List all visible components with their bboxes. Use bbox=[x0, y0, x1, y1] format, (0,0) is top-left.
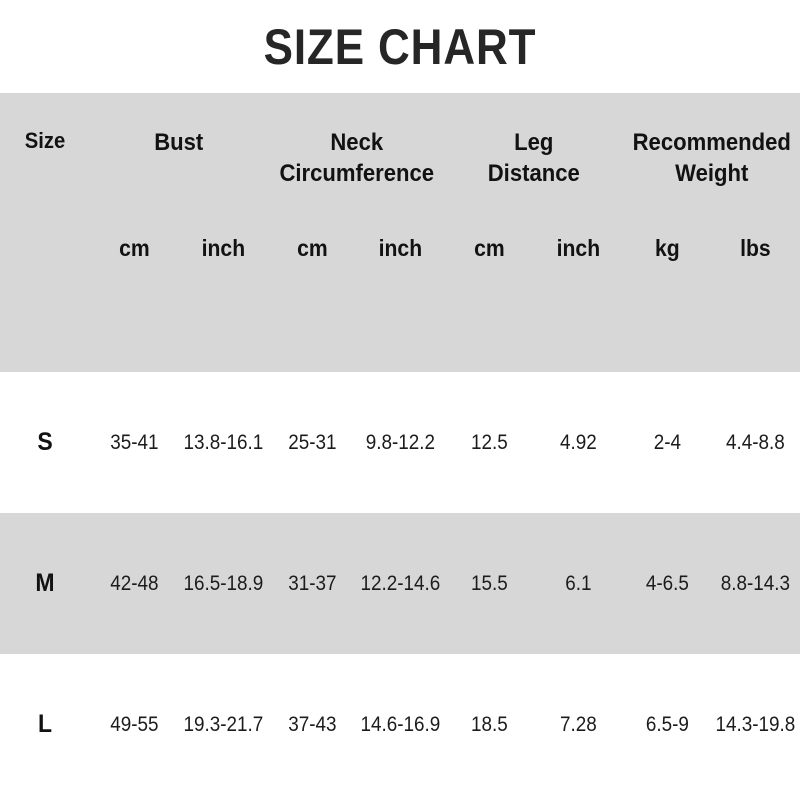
group-header-bust-label: Bust bbox=[154, 129, 204, 156]
page-title: SIZE CHART bbox=[263, 18, 537, 75]
unit-header-leg-cm: cm bbox=[474, 235, 505, 261]
cell-neck-cm: 37-43 bbox=[287, 712, 337, 736]
group-header-weight-line2: Weight bbox=[674, 159, 748, 187]
group-header-row: Size Bust Neck Circumference Leg Distanc… bbox=[0, 93, 800, 224]
cell-weight-lbs: 4.4-8.8 bbox=[726, 430, 786, 454]
cell-weight-kg: 2-4 bbox=[653, 430, 681, 454]
cell-neck-inch: 12.2-14.6 bbox=[360, 571, 441, 595]
cell-bust-cm: 35-41 bbox=[110, 430, 159, 454]
cell-leg-cm: 18.5 bbox=[470, 712, 508, 736]
group-header-neck-circumference: Neck Circumference bbox=[268, 93, 446, 224]
row-size-cell: L bbox=[0, 654, 90, 795]
group-header-neck-line1: Neck bbox=[329, 129, 383, 156]
row-size-label: L bbox=[37, 710, 53, 738]
cell-weight-kg: 6.5-9 bbox=[645, 712, 689, 736]
cell-bust-cm: 42-48 bbox=[110, 571, 159, 595]
group-header-weight-line1: Recommended bbox=[632, 129, 791, 156]
unit-header-bust-cm: cm bbox=[119, 235, 150, 261]
unit-header-row: cm inch cm inch cm inch kg lbs bbox=[0, 224, 800, 372]
cell-neck-cm: 31-37 bbox=[287, 571, 337, 595]
row-size-cell: S bbox=[0, 372, 90, 513]
unit-header-neck-inch: inch bbox=[378, 235, 423, 261]
table-row: S 35-41 13.8-16.1 25-31 9.8-12.2 12.5 4.… bbox=[0, 372, 800, 513]
cell-weight-lbs: 8.8-14.3 bbox=[720, 571, 791, 595]
size-column-header-label: Size bbox=[24, 128, 66, 153]
group-header-leg-distance: Leg Distance bbox=[445, 93, 623, 224]
cell-neck-inch: 9.8-12.2 bbox=[365, 430, 436, 454]
group-header-leg-line2: Distance bbox=[487, 159, 580, 187]
cell-leg-cm: 12.5 bbox=[470, 430, 508, 454]
unit-header-weight-kg: kg bbox=[654, 235, 680, 261]
cell-bust-inch: 19.3-21.7 bbox=[183, 712, 264, 736]
cell-weight-lbs: 14.3-19.8 bbox=[715, 712, 796, 736]
cell-neck-cm: 25-31 bbox=[287, 430, 337, 454]
row-size-cell: M bbox=[0, 513, 90, 654]
cell-weight-kg: 4-6.5 bbox=[645, 571, 689, 595]
row-size-label: M bbox=[35, 569, 55, 597]
cell-leg-inch: 7.28 bbox=[559, 712, 597, 736]
cell-bust-inch: 13.8-16.1 bbox=[183, 430, 264, 454]
group-header-recommended-weight: Recommended Weight bbox=[623, 93, 800, 224]
size-chart-table: Size Bust Neck Circumference Leg Distanc… bbox=[0, 93, 800, 795]
group-header-leg-line1: Leg bbox=[514, 129, 554, 156]
cell-leg-inch: 6.1 bbox=[565, 571, 592, 595]
group-header-bust: Bust bbox=[90, 93, 268, 224]
unit-header-leg-inch: inch bbox=[556, 235, 600, 261]
cell-neck-inch: 14.6-16.9 bbox=[360, 712, 441, 736]
size-column-header: Size bbox=[0, 93, 90, 372]
row-size-label: S bbox=[37, 428, 53, 456]
unit-header-weight-lbs: lbs bbox=[740, 235, 771, 261]
cell-leg-cm: 15.5 bbox=[470, 571, 508, 595]
cell-bust-inch: 16.5-18.9 bbox=[183, 571, 264, 595]
cell-leg-inch: 4.92 bbox=[559, 430, 597, 454]
unit-header-bust-inch: inch bbox=[201, 235, 245, 261]
unit-header-neck-cm: cm bbox=[296, 235, 328, 261]
group-header-neck-line2: Circumference bbox=[278, 159, 434, 187]
table-row: M 42-48 16.5-18.9 31-37 12.2-14.6 15.5 6… bbox=[0, 513, 800, 654]
cell-bust-cm: 49-55 bbox=[110, 712, 159, 736]
title-bar: SIZE CHART bbox=[0, 0, 800, 93]
table-row: L 49-55 19.3-21.7 37-43 14.6-16.9 18.5 7… bbox=[0, 654, 800, 795]
